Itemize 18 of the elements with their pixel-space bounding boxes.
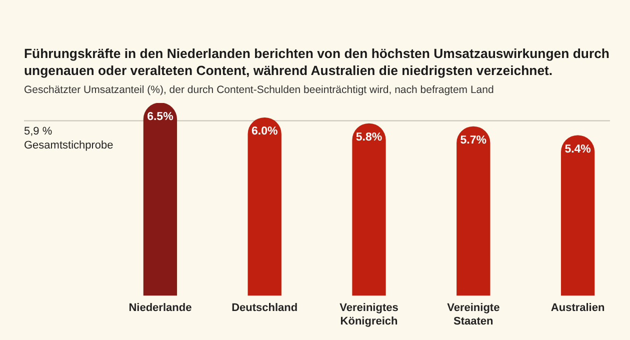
bar: [456, 126, 490, 296]
bar: [248, 117, 282, 296]
bar: [560, 135, 595, 296]
bar: [143, 103, 178, 296]
data-label: 6.5%: [147, 110, 174, 123]
data-label: 5.8%: [356, 132, 382, 144]
x-tick-label: Vereinigte Staaten: [447, 302, 500, 328]
chart-title: Führungskräfte in den Niederlanden berichten von den höchsten Umsatzauswirkungen durch ungenauen oder veralteten Content, während Australien die niedrigsten verzeichnet.: [24, 45, 610, 79]
x-tick-label: Vereinigtes Königreich: [340, 302, 398, 328]
data-label: 6.0%: [251, 126, 278, 138]
bar: [352, 123, 386, 296]
ref-line-label: 5,9 % Gesamtstichprobe: [24, 125, 114, 152]
x-tick-label: Australien: [550, 302, 605, 314]
x-tick-label: Deutschland: [232, 302, 298, 314]
data-label: 5.7%: [460, 134, 487, 147]
chart-subtitle: Geschätzter Umsatzanteil (%), der durch Content-Schulden beeinträchtigt wird, nach befragtem Land: [24, 84, 494, 96]
x-tick-label: Niederlande: [128, 302, 192, 314]
data-label: 5.4%: [564, 144, 591, 156]
